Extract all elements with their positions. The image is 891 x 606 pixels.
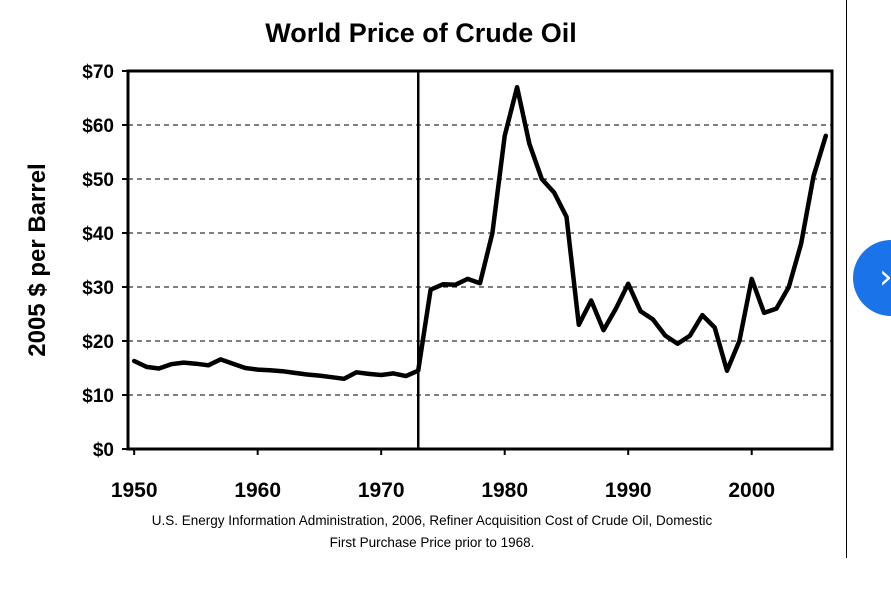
data-point-1964 xyxy=(306,373,308,375)
source-note-line-1: U.S. Energy Information Administration, … xyxy=(152,513,713,528)
data-point-1987 xyxy=(590,300,592,301)
data-point-1972 xyxy=(405,375,407,377)
data-point-1985 xyxy=(565,216,567,218)
data-point-1976 xyxy=(454,284,456,286)
data-point-1959 xyxy=(244,367,246,369)
data-point-1998 xyxy=(726,370,728,372)
data-point-1989 xyxy=(615,308,617,310)
data-point-1994 xyxy=(677,343,679,345)
x-tick-label: 1980 xyxy=(481,479,528,502)
chevron-right-icon: › xyxy=(879,258,891,296)
data-point-1952 xyxy=(158,368,160,370)
data-point-1977 xyxy=(467,278,469,280)
data-point-1969 xyxy=(368,373,370,375)
data-point-1980 xyxy=(504,135,506,137)
data-point-2005 xyxy=(812,175,814,177)
x-tick-label: 1960 xyxy=(234,479,281,502)
data-point-1971 xyxy=(393,372,395,374)
data-point-2002 xyxy=(775,308,777,310)
y-tick-label: $40 xyxy=(82,224,114,245)
plot-frame xyxy=(126,69,834,451)
data-point-1978 xyxy=(479,282,481,284)
y-tick-label: $0 xyxy=(93,440,114,461)
data-point-1961 xyxy=(269,369,271,371)
y-tick-label: $70 xyxy=(82,62,114,83)
y-tick-label: $20 xyxy=(82,332,114,353)
data-point-1968 xyxy=(355,371,357,373)
data-point-1995 xyxy=(689,335,691,337)
x-tick-label: 1970 xyxy=(358,479,405,502)
data-point-1992 xyxy=(652,318,654,320)
data-point-1973 xyxy=(417,370,419,372)
y-axis-label: 2005 $ per Barrel xyxy=(24,163,51,356)
data-point-2006 xyxy=(825,135,827,137)
chart-title: World Price of Crude Oil xyxy=(265,18,577,48)
data-point-1953 xyxy=(170,363,172,365)
data-point-1979 xyxy=(491,232,493,234)
data-point-1950 xyxy=(133,360,135,362)
y-tick-label: $30 xyxy=(82,278,114,299)
y-tick-label: $60 xyxy=(82,116,114,137)
data-point-1958 xyxy=(232,363,234,365)
data-point-1956 xyxy=(207,364,209,366)
data-point-1986 xyxy=(578,324,580,326)
x-tick-label: 2000 xyxy=(728,479,775,502)
data-point-1957 xyxy=(220,358,222,360)
data-point-1975 xyxy=(442,283,444,285)
data-point-1981 xyxy=(516,86,518,88)
x-tick-label: 1950 xyxy=(111,479,158,502)
data-point-1966 xyxy=(331,376,333,378)
data-point-2004 xyxy=(800,243,802,245)
data-point-1963 xyxy=(294,372,296,374)
data-point-1974 xyxy=(430,289,432,291)
y-tick-label: $10 xyxy=(82,386,114,407)
y-tick-label: $50 xyxy=(82,170,114,191)
data-point-1982 xyxy=(528,143,530,145)
data-point-1954 xyxy=(183,362,185,364)
x-tick-label: 1990 xyxy=(605,479,652,502)
data-point-1999 xyxy=(738,340,740,342)
data-point-2003 xyxy=(788,286,790,288)
data-point-1983 xyxy=(541,178,543,180)
data-point-1993 xyxy=(664,335,666,337)
data-point-1997 xyxy=(714,327,716,328)
source-note-line-2: First Purchase Price prior to 1968. xyxy=(330,535,535,550)
panel-divider xyxy=(846,0,847,558)
data-point-1962 xyxy=(281,370,283,372)
data-point-1988 xyxy=(603,329,605,331)
data-point-2001 xyxy=(763,312,765,314)
data-point-1996 xyxy=(701,314,703,316)
data-point-1951 xyxy=(146,366,148,368)
data-point-1991 xyxy=(640,310,642,312)
data-point-1990 xyxy=(627,283,629,285)
data-point-1970 xyxy=(380,374,382,376)
data-point-1955 xyxy=(195,363,197,365)
data-point-1984 xyxy=(553,192,555,193)
data-point-2000 xyxy=(751,278,753,280)
data-point-1965 xyxy=(318,375,320,377)
data-point-1967 xyxy=(343,378,345,380)
data-point-1960 xyxy=(257,369,259,371)
